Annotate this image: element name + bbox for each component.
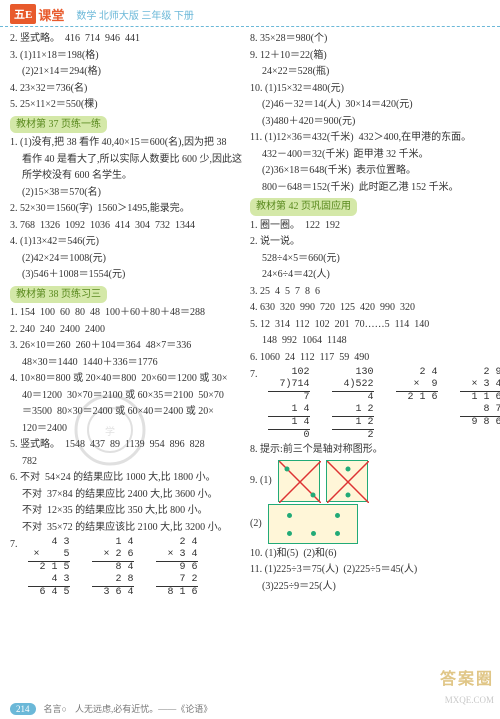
logo-badge: 五E: [10, 4, 36, 24]
text-line: 3. (1)11×18＝198(格): [10, 48, 242, 64]
text-line: 4. 23×32＝736(名): [10, 81, 242, 97]
text-line: 不对 35×72 的结果应该比 2100 大,比 3200 小。: [10, 520, 242, 536]
page-header: 五E 课堂 数学 北师大版 三年级 下册: [0, 0, 500, 27]
text-line: 2. 52×30＝1560(字) 1560＞1495,能录完。: [10, 201, 242, 217]
text-line: 2. 240 240 2400 2400: [10, 322, 242, 338]
text-line: 1. 圈一圈。 122 192: [250, 218, 490, 234]
text-line: 11. (1)12×36＝432(千米) 432＞400,在甲港的东面。: [250, 130, 490, 146]
text-line: 2. 说一说。: [250, 234, 490, 250]
text-line: 10. (1)和(5) (2)和(6): [250, 546, 490, 562]
vertical-calc-row: 7. 4 3 × 5 2 1 5 4 3 6 4 5 1 4 × 2 6 8 4…: [10, 537, 242, 599]
text-line: 528÷4×5＝660(元): [250, 251, 490, 267]
text-line: 120＝2400: [10, 421, 242, 437]
vertical-calc: 130 4)522 4 1 2 1 2 2: [332, 367, 374, 442]
text-line: 40＝1200 30×70＝2100 或 60×35＝2100 50×70: [10, 388, 242, 404]
text-line: 5. 竖式略。 1548 437 89 1139 954 896 828: [10, 437, 242, 453]
square-figure: [326, 460, 368, 502]
text-line: 9. 12＋10＝22(箱): [250, 48, 490, 64]
quote-label: 名言○: [44, 702, 67, 715]
header-subject: 数学 北师大版 三年级 下册: [76, 7, 194, 22]
text-line: 1. (1)没有,把 38 看作 40,40×15＝600(名),因为把 38: [10, 135, 242, 151]
logo: 五E 课堂: [10, 4, 64, 24]
text-line: 10. (1)15×32＝480(元): [250, 81, 490, 97]
text-line: (2)46－32＝14(人) 30×14＝420(元): [250, 97, 490, 113]
text-line: 看作 40 是看大了,所以实际人数要比 600 少,因此这: [10, 152, 242, 168]
text-line: (2)21×14＝294(格): [10, 64, 242, 80]
text-line: 24×22＝528(瓶): [250, 64, 490, 80]
text-line: 不对 12×35 的结果应比 350 大,比 800 小。: [10, 503, 242, 519]
text-line: 6. 1060 24 112 117 59 490: [250, 350, 490, 366]
text-line: (3)546＋1008＝1554(元): [10, 267, 242, 283]
item-number: 9. (1): [250, 473, 272, 489]
text-line: 所学校没有 600 名学生。: [10, 168, 242, 184]
vertical-calc: 4 3 × 5 2 1 5 4 3 6 4 5: [28, 537, 70, 599]
logo-word: 课堂: [38, 5, 64, 24]
item-number: 7.: [10, 537, 18, 599]
diagonal-lines-icon: [279, 461, 321, 503]
text-line: 4. 630 320 990 720 125 420 990 320: [250, 300, 490, 316]
text-line: 432－400＝32(千米) 距甲港 32 千米。: [250, 147, 490, 163]
text-line: 11. (1)225÷3＝75(人) (2)225÷5＝45(人): [250, 562, 490, 578]
text-line: 8. 提示:前三个是轴对称图形。: [250, 442, 490, 458]
item-number: 7.: [250, 367, 258, 442]
section-header: 教材第 42 页巩固应用: [250, 198, 357, 216]
page-footer: 214 名言○ 人无远虑,必有近忧。——《论语》: [0, 702, 500, 715]
right-column: 8. 35×28＝980(个) 9. 12＋10＝22(箱) 24×22＝528…: [250, 31, 490, 599]
text-line: 48×30＝1440 1440＋336＝1776: [10, 355, 242, 371]
text-line: 24×6÷4＝42(人): [250, 267, 490, 283]
vertical-calc: 2 4 × 3 4 9 6 7 2 8 1 6: [156, 537, 198, 599]
vertical-calc-row: 7. 102 7)714 7 1 4 1 4 0 130 4)522 4 1 2…: [250, 367, 490, 442]
vertical-calc: 102 7)714 7 1 4 1 4 0: [268, 367, 310, 442]
text-line: 782: [10, 454, 242, 470]
text-line: 5. 25×11×2＝550(棵): [10, 97, 242, 113]
text-line: 6. 不对 54×24 的结果应比 1000 大,比 1800 小。: [10, 470, 242, 486]
text-line: 3. 26×10＝260 260＋104＝364 48×7＝336: [10, 338, 242, 354]
content-columns: 2. 竖式略。 416 714 946 441 3. (1)11×18＝198(…: [0, 27, 500, 599]
quote-text: 人无远虑,必有近忧。——《论语》: [75, 702, 212, 715]
text-line: 3. 768 1326 1092 1036 414 304 732 1344: [10, 218, 242, 234]
left-column: 2. 竖式略。 416 714 946 441 3. (1)11×18＝198(…: [10, 31, 242, 599]
text-line: (2)42×24＝1008(元): [10, 251, 242, 267]
vertical-calc: 1 4 × 2 6 8 4 2 8 3 6 4: [92, 537, 134, 599]
page-number: 214: [10, 703, 36, 715]
section-header: 教材第 38 页练习三: [10, 286, 107, 304]
text-line: 1. 154 100 60 80 48 100＋60＋80＋48＝288: [10, 305, 242, 321]
text-line: ＝3500 80×30＝2400 或 60×40＝2400 或 20×: [10, 404, 242, 420]
watermark-text: 答案圈: [440, 665, 494, 689]
text-line: (2)15×38＝570(名): [10, 185, 242, 201]
figure-row: 9. (1): [250, 460, 490, 502]
vertical-calc: 2 4 × 9 2 1 6: [396, 367, 438, 442]
text-line: 5. 12 314 112 102 201 70……5 114 140: [250, 317, 490, 333]
figure-row: (2): [250, 504, 490, 544]
text-line: 4. 10×80＝800 或 20×40＝800 20×60＝1200 或 30…: [10, 371, 242, 387]
text-line: 不对 37×84 的结果应比 2400 大,比 3600 小。: [10, 487, 242, 503]
text-line: 4. (1)13×42＝546(元): [10, 234, 242, 250]
text-line: (3)480＋420＝900(元): [250, 114, 490, 130]
text-line: (2)36×18＝648(千米) 表示位置略。: [250, 163, 490, 179]
text-line: 148 992 1064 1148: [250, 333, 490, 349]
text-line: 2. 竖式略。 416 714 946 441: [10, 31, 242, 47]
text-line: (3)225÷9＝25(人): [250, 579, 490, 595]
text-line: 3. 25 4 5 7 8 6: [250, 284, 490, 300]
section-header: 教材第 37 页练一练: [10, 116, 107, 134]
diagonal-lines-icon: [327, 461, 369, 503]
vertical-calc: 2 9 × 3 4 1 1 6 8 7 9 8 6: [460, 367, 500, 442]
square-figure: [278, 460, 320, 502]
rect-figure: [268, 504, 358, 544]
text-line: 800－648＝152(千米) 此时距乙港 152 千米。: [250, 180, 490, 196]
item-number: (2): [250, 516, 262, 532]
text-line: 8. 35×28＝980(个): [250, 31, 490, 47]
